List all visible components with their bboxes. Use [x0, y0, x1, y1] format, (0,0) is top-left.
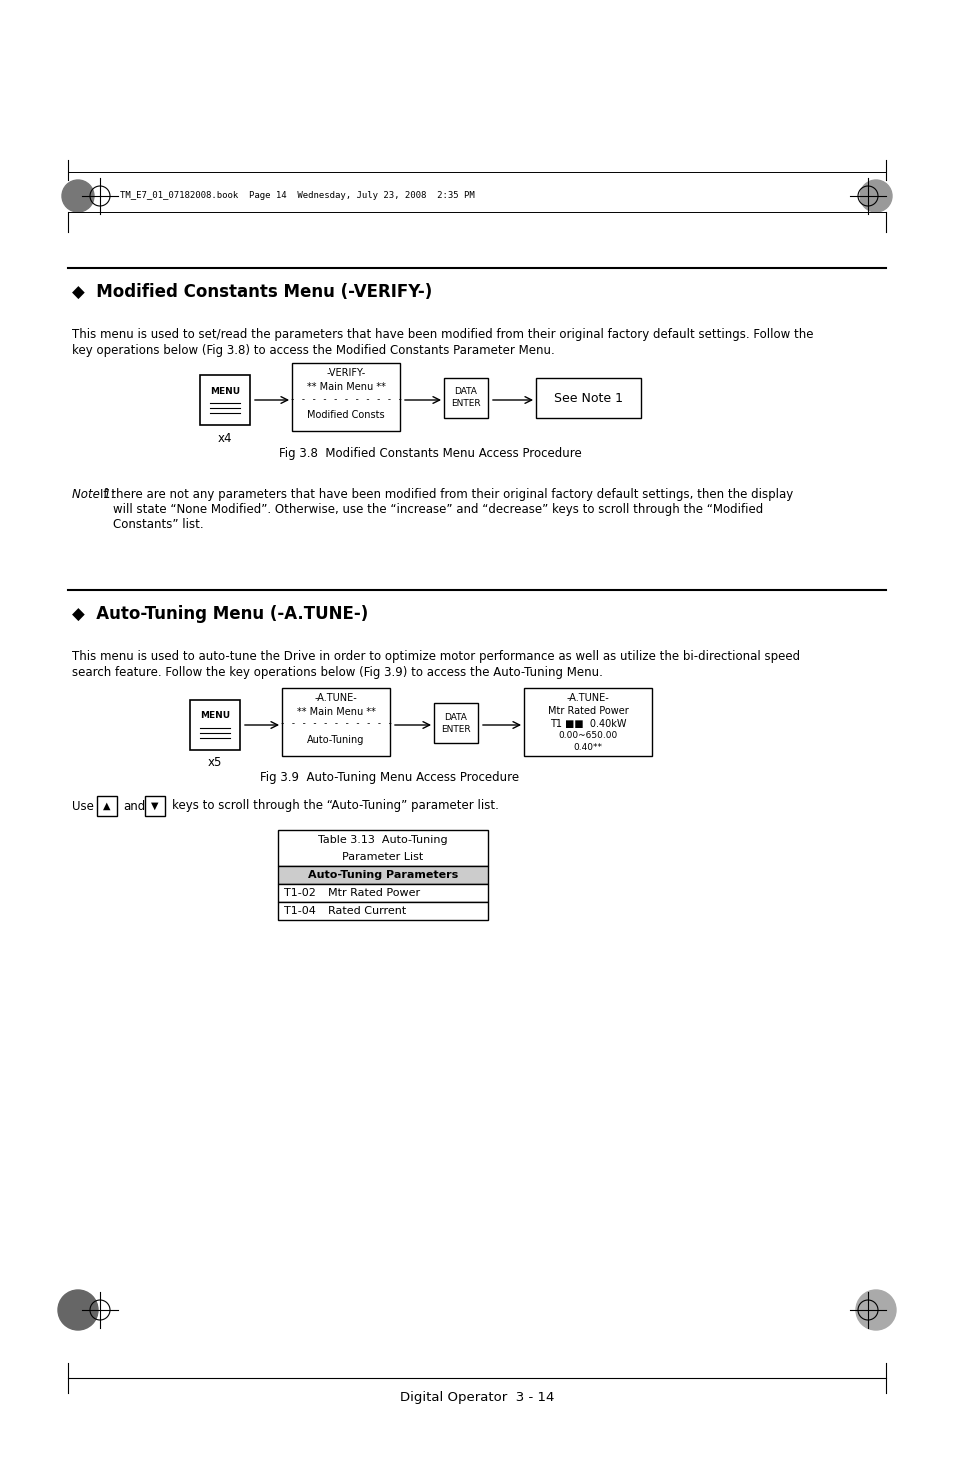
Bar [434, 704, 477, 743]
Text: will state “None Modified”. Otherwise, use the “increase” and “decrease” keys to: will state “None Modified”. Otherwise, u… [112, 503, 762, 516]
Text: 0.00~650.00: 0.00~650.00 [558, 732, 617, 740]
Text: 0.40**: 0.40** [573, 743, 602, 752]
Text: Modified Consts: Modified Consts [307, 410, 384, 420]
Text: This menu is used to set/read the parameters that have been modified from their : This menu is used to set/read the parame… [71, 327, 813, 341]
Bar [292, 363, 399, 431]
Text: ◆  Modified Constants Menu (-VERIFY-): ◆ Modified Constants Menu (-VERIFY-) [71, 283, 432, 301]
Text: and: and [123, 799, 145, 813]
Circle shape [855, 1291, 895, 1330]
Bar [443, 378, 488, 417]
Text: T1-02: T1-02 [284, 888, 315, 898]
Bar [200, 375, 250, 425]
Text: ENTER: ENTER [440, 724, 471, 733]
Text: Fig 3.8  Modified Constants Menu Access Procedure: Fig 3.8 Modified Constants Menu Access P… [278, 447, 580, 460]
Bar [145, 796, 165, 816]
Text: ** Main Menu **: ** Main Menu ** [296, 707, 375, 717]
Circle shape [62, 180, 94, 212]
Text: ▲: ▲ [103, 801, 111, 811]
Bar [277, 830, 488, 866]
Text: Digital Operator  3 - 14: Digital Operator 3 - 14 [399, 1391, 554, 1404]
Bar [277, 903, 488, 920]
Text: x5: x5 [208, 757, 222, 770]
Text: MENU: MENU [210, 386, 240, 395]
Text: T1-04: T1-04 [284, 906, 315, 916]
Text: DATA: DATA [444, 712, 467, 721]
Text: ▼: ▼ [152, 801, 158, 811]
Bar [536, 378, 640, 417]
Text: Rated Current: Rated Current [328, 906, 406, 916]
Text: ENTER: ENTER [451, 400, 480, 409]
Text: See Note 1: See Note 1 [554, 391, 622, 404]
Text: This menu is used to auto-tune the Drive in order to optimize motor performance : This menu is used to auto-tune the Drive… [71, 650, 800, 662]
Text: MENU: MENU [200, 711, 230, 720]
Bar [190, 701, 240, 749]
Text: -A.TUNE-: -A.TUNE- [314, 693, 357, 704]
Text: T1 ■■  0.40kW: T1 ■■ 0.40kW [549, 718, 625, 729]
Text: Table 3.13  Auto-Tuning: Table 3.13 Auto-Tuning [318, 835, 447, 845]
Text: - - - - - - - - - - -: - - - - - - - - - - - [279, 720, 392, 729]
Circle shape [859, 180, 891, 212]
Text: DATA: DATA [454, 388, 476, 397]
Text: keys to scroll through the “Auto-Tuning” parameter list.: keys to scroll through the “Auto-Tuning”… [172, 799, 498, 813]
Text: Fig 3.9  Auto-Tuning Menu Access Procedure: Fig 3.9 Auto-Tuning Menu Access Procedur… [260, 771, 519, 785]
Bar [523, 687, 651, 757]
Text: Note 1:: Note 1: [71, 488, 115, 502]
Text: ** Main Menu **: ** Main Menu ** [306, 382, 385, 392]
Text: Use: Use [71, 799, 93, 813]
Bar [282, 687, 390, 757]
Text: If there are not any parameters that have been modified from their original fact: If there are not any parameters that hav… [100, 488, 792, 502]
Text: Constants” list.: Constants” list. [112, 518, 203, 531]
Bar [97, 796, 117, 816]
Text: Parameter List: Parameter List [342, 853, 423, 861]
Bar [277, 884, 488, 903]
Text: Mtr Rated Power: Mtr Rated Power [547, 707, 628, 715]
Text: Mtr Rated Power: Mtr Rated Power [328, 888, 419, 898]
Text: -A.TUNE-: -A.TUNE- [566, 693, 609, 704]
Text: search feature. Follow the key operations below (Fig 3.9) to access the Auto-Tun: search feature. Follow the key operation… [71, 667, 602, 678]
Text: Auto-Tuning Parameters: Auto-Tuning Parameters [308, 870, 457, 881]
Text: - - - - - - - - - - -: - - - - - - - - - - - [290, 394, 402, 404]
Text: key operations below (Fig 3.8) to access the Modified Constants Parameter Menu.: key operations below (Fig 3.8) to access… [71, 344, 554, 357]
Text: Auto-Tuning: Auto-Tuning [307, 735, 364, 745]
Text: TM_E7_01_07182008.book  Page 14  Wednesday, July 23, 2008  2:35 PM: TM_E7_01_07182008.book Page 14 Wednesday… [120, 190, 475, 199]
Text: ◆  Auto-Tuning Menu (-A.TUNE-): ◆ Auto-Tuning Menu (-A.TUNE-) [71, 605, 368, 622]
Text: -VERIFY-: -VERIFY- [326, 367, 365, 378]
Text: x4: x4 [217, 432, 232, 444]
Circle shape [58, 1291, 98, 1330]
Bar [277, 866, 488, 884]
